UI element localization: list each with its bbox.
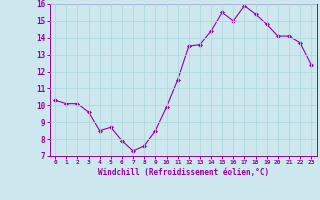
X-axis label: Windchill (Refroidissement éolien,°C): Windchill (Refroidissement éolien,°C) bbox=[98, 168, 269, 177]
